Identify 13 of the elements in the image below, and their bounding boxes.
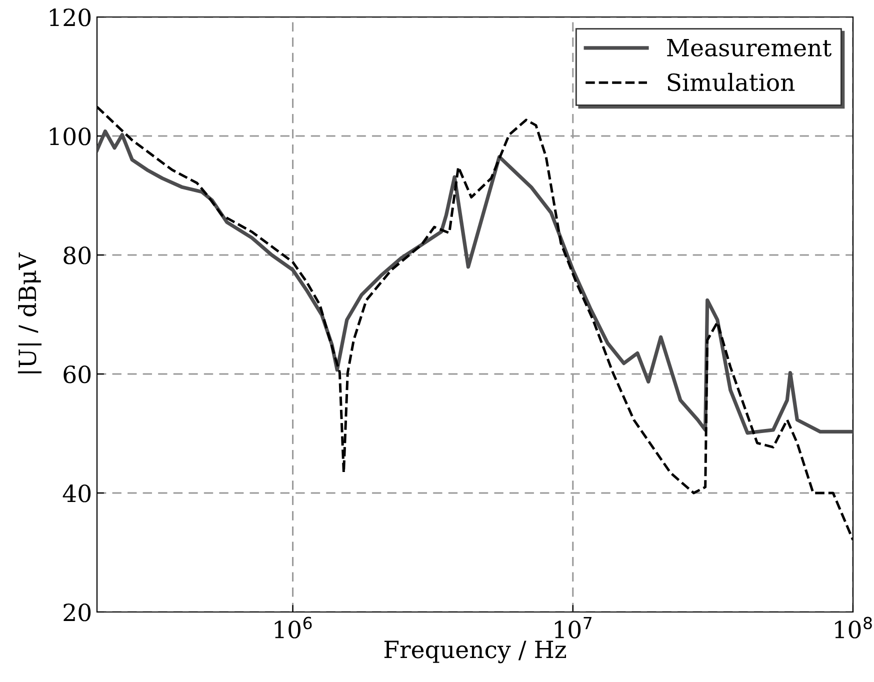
x-tick-label: 10$^{8}$ bbox=[835, 616, 872, 638]
y-tick-label: 120 bbox=[50, 8, 91, 26]
legend-label: Measurement bbox=[667, 38, 832, 57]
y-tick-label: 80 bbox=[64, 246, 91, 264]
y-tick-label: 60 bbox=[64, 365, 91, 384]
legend-label: Simulation bbox=[668, 72, 795, 92]
x-tick-label: 10$^{6}$ bbox=[274, 616, 312, 638]
x-tick-label: 10$^{7}$ bbox=[554, 617, 592, 638]
y-tick-label: 100 bbox=[50, 127, 91, 146]
x-axis-title: Frequency / Hz bbox=[384, 640, 566, 664]
y-axis-title: |U| / dBμV bbox=[18, 252, 42, 374]
y-tick-label: 20 bbox=[64, 603, 91, 622]
y-tick-label: 40 bbox=[62, 484, 91, 502]
